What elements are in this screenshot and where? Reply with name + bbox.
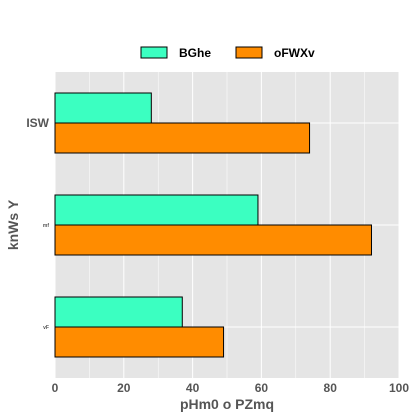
bar-oFWXv-ISW <box>54 122 311 154</box>
x-tick-label: 20 <box>117 381 131 395</box>
x-axis-title: pHm0 o PZmq <box>180 396 274 412</box>
y-tick-labels: ISW mf vF <box>26 116 49 331</box>
y-tick-label: vF <box>43 325 49 331</box>
bar-BGhe-ISW <box>54 92 152 124</box>
legend-label-series-1: BGhe <box>179 46 211 60</box>
bar-oFWXv-mf <box>54 224 372 256</box>
y-axis-title: knWs Y <box>5 199 21 250</box>
x-tick-label: 100 <box>389 381 409 395</box>
x-tick-labels: 0 20 40 60 80 100 <box>52 381 410 395</box>
x-tick-label: 0 <box>52 381 59 395</box>
y-tick-label: ISW <box>26 116 49 130</box>
legend: BGhe oFWXv <box>140 46 315 60</box>
bars <box>54 92 372 358</box>
bar-BGhe-mf <box>54 194 259 226</box>
legend-swatch-series-2 <box>235 46 263 59</box>
y-tick-label: mf <box>43 223 49 229</box>
x-tick-label: 40 <box>186 381 200 395</box>
x-tick-label: 80 <box>324 381 338 395</box>
bar-oFWXv-vF <box>54 326 225 358</box>
legend-label-series-2: oFWXv <box>274 46 315 60</box>
bar-BGhe-vF <box>54 296 183 328</box>
x-tick-label: 60 <box>255 381 269 395</box>
legend-swatch-series-1 <box>140 46 168 59</box>
